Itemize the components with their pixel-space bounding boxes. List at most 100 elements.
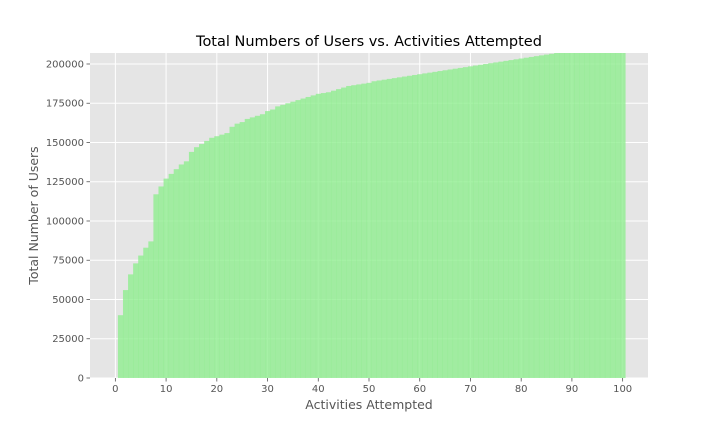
x-tick-label: 40	[312, 384, 325, 395]
bar	[549, 53, 555, 378]
bar	[498, 61, 504, 378]
bar	[437, 71, 443, 378]
bar	[442, 70, 449, 379]
bar	[239, 122, 246, 378]
bar	[325, 92, 332, 378]
y-axis-title: Total Number of Users	[26, 146, 41, 285]
x-tick-label: 20	[210, 384, 223, 395]
bar	[417, 74, 423, 378]
bar	[244, 118, 251, 378]
bar	[224, 133, 230, 378]
bar	[493, 62, 499, 379]
y-tick-label: 150000	[46, 138, 84, 149]
bar	[569, 53, 575, 378]
bar	[305, 96, 312, 379]
bar	[193, 147, 200, 378]
bar	[604, 53, 611, 378]
bar	[117, 315, 124, 378]
bar	[148, 241, 154, 378]
x-tick-label: 100	[613, 384, 632, 395]
bar	[554, 53, 560, 378]
bar	[462, 67, 469, 378]
bar	[122, 290, 129, 378]
bar	[422, 73, 428, 378]
bar	[467, 66, 474, 378]
bar	[523, 57, 530, 379]
bar	[336, 89, 342, 379]
bar	[320, 93, 327, 378]
y-tick-label: 50000	[52, 295, 84, 306]
y-tick-label: 75000	[52, 256, 84, 267]
x-tick-label: 10	[160, 384, 173, 395]
bar	[396, 77, 403, 378]
bar	[609, 53, 616, 378]
bar	[178, 164, 185, 378]
bar	[153, 194, 159, 378]
x-tick-label: 70	[464, 384, 477, 395]
bar	[214, 136, 220, 378]
bar	[488, 63, 494, 379]
x-tick-label: 60	[413, 384, 426, 395]
bar	[412, 74, 418, 378]
bar	[401, 76, 408, 379]
bar	[219, 134, 225, 378]
x-tick-label: 30	[261, 384, 274, 395]
chart-title: Total Numbers of Users vs. Activities At…	[195, 34, 542, 50]
bar	[356, 84, 362, 379]
bar	[528, 56, 535, 379]
bar	[300, 98, 306, 378]
bar	[533, 56, 540, 378]
bar	[361, 83, 367, 379]
bar	[594, 53, 601, 378]
bar	[209, 137, 215, 378]
bar	[315, 93, 322, 378]
bar	[518, 58, 525, 378]
bar	[447, 69, 454, 379]
bar	[544, 54, 550, 378]
bar	[620, 53, 626, 378]
bar	[574, 53, 580, 378]
bar	[351, 85, 357, 378]
bar	[249, 117, 256, 379]
bar	[168, 173, 175, 378]
bar	[346, 85, 352, 378]
bar	[376, 80, 383, 378]
bar	[285, 103, 291, 379]
bar	[275, 106, 281, 378]
x-axis: 0 10 20 30 40 50 60 70 80 90 100	[112, 378, 632, 395]
bar	[158, 186, 164, 378]
bar	[457, 67, 464, 379]
bar	[508, 60, 514, 378]
bar	[133, 263, 139, 378]
bar	[330, 90, 337, 379]
bar	[143, 247, 149, 378]
bar	[559, 53, 565, 378]
bar	[589, 53, 596, 378]
bar	[579, 53, 585, 378]
bar	[188, 151, 195, 378]
bar	[427, 72, 433, 378]
bar	[254, 115, 261, 379]
bar	[371, 81, 378, 378]
x-tick-label: 0	[112, 384, 118, 395]
bar	[163, 178, 170, 378]
bar	[259, 114, 266, 378]
bar	[310, 95, 317, 378]
bar	[265, 111, 271, 378]
bar	[564, 53, 570, 378]
bar	[204, 140, 210, 378]
bar	[234, 123, 241, 379]
bar	[270, 109, 276, 379]
bar	[183, 161, 190, 378]
y-tick-label: 25000	[52, 334, 84, 345]
bar	[599, 53, 606, 378]
y-tick-label: 125000	[46, 177, 84, 188]
bar	[513, 59, 520, 378]
bar	[478, 64, 484, 378]
bar	[452, 68, 459, 378]
y-tick-label: 175000	[46, 99, 84, 110]
bar	[173, 169, 180, 378]
x-tick-label: 50	[363, 384, 376, 395]
x-axis-title: Activities Attempted	[305, 397, 432, 412]
bar	[584, 53, 591, 378]
